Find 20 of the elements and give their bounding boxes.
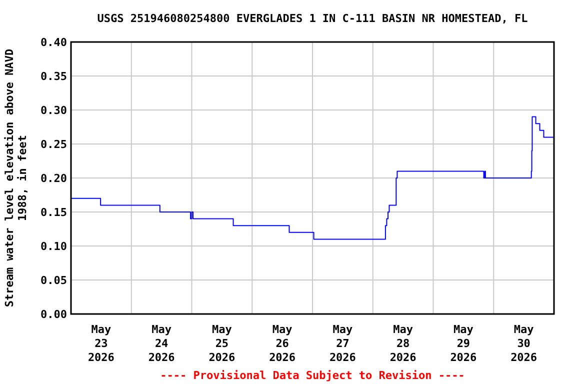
x-tick-label: May 29 2026 xyxy=(450,323,478,364)
x-tick-label: May 25 2026 xyxy=(208,323,236,364)
y-tick-label: 0.40 xyxy=(40,36,67,49)
x-tick-label: May 23 2026 xyxy=(88,323,115,364)
y-tick-label: 0.00 xyxy=(40,308,67,321)
x-tick-label: May 26 2026 xyxy=(269,323,296,364)
y-tick-label: 0.05 xyxy=(40,274,67,287)
x-tick-label: May 28 2026 xyxy=(390,323,417,364)
text: ---- Provisional Data Subject to Revision ---- xyxy=(160,369,465,382)
x-tick-label: May 27 2026 xyxy=(329,323,356,364)
y-axis-title: Stream water level elevation above NAVD 1988, in feet xyxy=(3,48,29,308)
x-tick-label: May 30 2026 xyxy=(510,323,538,364)
y-tick-label: 0.25 xyxy=(40,138,67,151)
chart-title: USGS 251946080254800 EVERGLADES 1 IN C-111 BASIN NR HOMESTEAD, FL xyxy=(97,12,528,25)
y-tick-label: 0.30 xyxy=(40,104,67,117)
y-tick-label: 0.10 xyxy=(40,240,67,253)
x-tick-label: May 24 2026 xyxy=(148,323,176,364)
y-tick-label: 0.15 xyxy=(40,206,67,219)
y-tick-label: 0.35 xyxy=(40,70,67,83)
y-tick-label: 0.20 xyxy=(40,172,67,185)
